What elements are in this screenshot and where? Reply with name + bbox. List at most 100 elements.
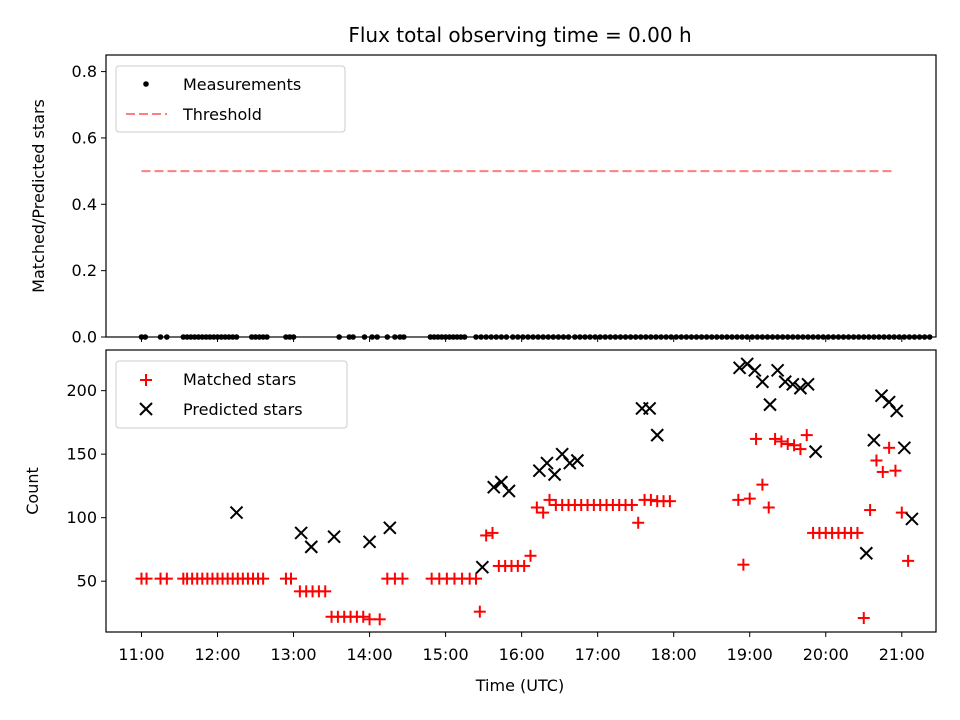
measurement-point <box>525 334 531 340</box>
matched-star-point <box>524 549 537 562</box>
panel-star-count: 50 100 150 200 11:00 12:00 13:00 14:00 15:00 16:… <box>23 349 937 695</box>
matched-star-point <box>473 605 486 618</box>
measurement-point <box>592 334 598 340</box>
measurement-point <box>565 334 572 340</box>
matched-stars-points <box>135 429 915 626</box>
x-tick-label: 17:00 <box>575 645 621 664</box>
measurement-point <box>637 334 644 340</box>
measurement-point <box>572 334 578 340</box>
measurement-point <box>290 334 297 340</box>
measurement-point <box>678 334 685 340</box>
predicted-star-point <box>801 377 815 392</box>
predicted-star-point <box>475 560 490 574</box>
measurement-point <box>622 334 629 340</box>
matched-star-point <box>319 585 332 598</box>
measurement-point <box>384 334 391 340</box>
matched-star-point <box>543 493 556 506</box>
measurement-point <box>648 334 654 340</box>
predicted-star-point <box>563 456 577 470</box>
measurement-point <box>891 334 897 340</box>
legend-matched-marker <box>140 374 152 386</box>
matched-star-point <box>864 504 877 517</box>
measurement-point <box>597 334 603 340</box>
predicted-star-point <box>304 540 318 554</box>
measurement-point <box>683 334 690 340</box>
measurement-point <box>577 334 583 340</box>
measurement-point <box>876 334 882 340</box>
measurement-point <box>560 334 567 340</box>
measurement-point <box>703 334 710 340</box>
matched-star-point <box>486 526 499 539</box>
measurement-point <box>901 334 908 340</box>
measurement-point <box>855 334 862 340</box>
bottom-legend: Matched stars Predicted stars <box>115 360 348 429</box>
measurement-point <box>488 334 495 340</box>
legend-matched-label: Matched stars <box>183 370 296 389</box>
predicted-star-point <box>547 467 562 482</box>
matched-star-point <box>762 501 775 514</box>
measurement-point <box>478 334 484 340</box>
measurement-point <box>739 334 745 340</box>
matched-star-point <box>140 572 153 585</box>
top-y-axis-label: Matched/Predicted stars <box>29 99 48 293</box>
measurement-point <box>719 334 725 340</box>
y-tick-label: 0.6 <box>72 128 97 147</box>
measurement-point <box>503 334 510 340</box>
predicted-star-point <box>502 484 516 498</box>
matched-star-point <box>357 610 370 623</box>
measurement-point <box>509 334 516 340</box>
matched-star-point <box>257 572 270 585</box>
measurement-point <box>602 334 609 340</box>
measurement-point <box>673 334 680 340</box>
measurement-point <box>810 334 816 340</box>
bottom-axes-frame <box>105 349 937 633</box>
measurement-point <box>729 334 735 340</box>
measurement-point <box>871 334 877 340</box>
predicted-star-point <box>294 526 308 540</box>
measurement-point <box>540 334 546 340</box>
predicted-star-point <box>650 428 664 442</box>
predicted-star-point <box>362 535 377 549</box>
measurement-point <box>361 334 368 340</box>
measurement-point <box>461 334 468 340</box>
matched-star-point <box>737 558 750 571</box>
predicted-star-point <box>383 521 397 535</box>
measurement-point <box>825 334 832 340</box>
x-axis-label: Time (UTC) <box>475 676 564 695</box>
measurement-points <box>138 334 933 340</box>
measurement-point <box>779 334 786 340</box>
measurement-point <box>866 334 872 340</box>
measurement-point <box>555 334 562 340</box>
predicted-stars-points <box>229 357 919 574</box>
predicted-star-point <box>763 397 777 412</box>
matched-star-point <box>537 506 550 519</box>
measurement-point <box>906 334 913 340</box>
measurement-point <box>157 334 164 340</box>
measurement-point <box>400 334 407 340</box>
legend-threshold-label: Threshold <box>182 105 262 124</box>
measurement-point <box>805 334 811 340</box>
measurement-point <box>493 334 500 340</box>
y-tick-label: 150 <box>66 445 97 464</box>
x-tick-label: 20:00 <box>803 645 849 664</box>
matched-star-point <box>470 572 483 585</box>
measurement-point <box>607 334 614 340</box>
measurement-point <box>860 334 867 340</box>
x-tick-label: 15:00 <box>423 645 469 664</box>
matched-star-point <box>743 492 756 505</box>
matched-star-point <box>895 506 908 519</box>
x-tick-label: 14:00 <box>347 645 393 664</box>
measurement-point <box>926 334 933 340</box>
top-y-ticks: 0.0 0.2 0.4 0.6 0.8 <box>72 62 106 347</box>
measurement-point <box>921 334 928 340</box>
measurement-point <box>749 334 756 340</box>
predicted-star-point <box>487 480 501 494</box>
bottom-x-ticks: 11:00 12:00 13:00 14:00 15:00 16:00 17:00 18:00… <box>118 632 925 664</box>
predicted-star-point <box>905 512 919 526</box>
measurement-point <box>800 334 806 340</box>
y-tick-label: 0.8 <box>72 62 97 81</box>
predicted-star-point <box>770 363 785 378</box>
measurement-point <box>587 334 593 340</box>
predicted-star-point <box>570 453 585 468</box>
matched-star-point <box>756 478 769 491</box>
